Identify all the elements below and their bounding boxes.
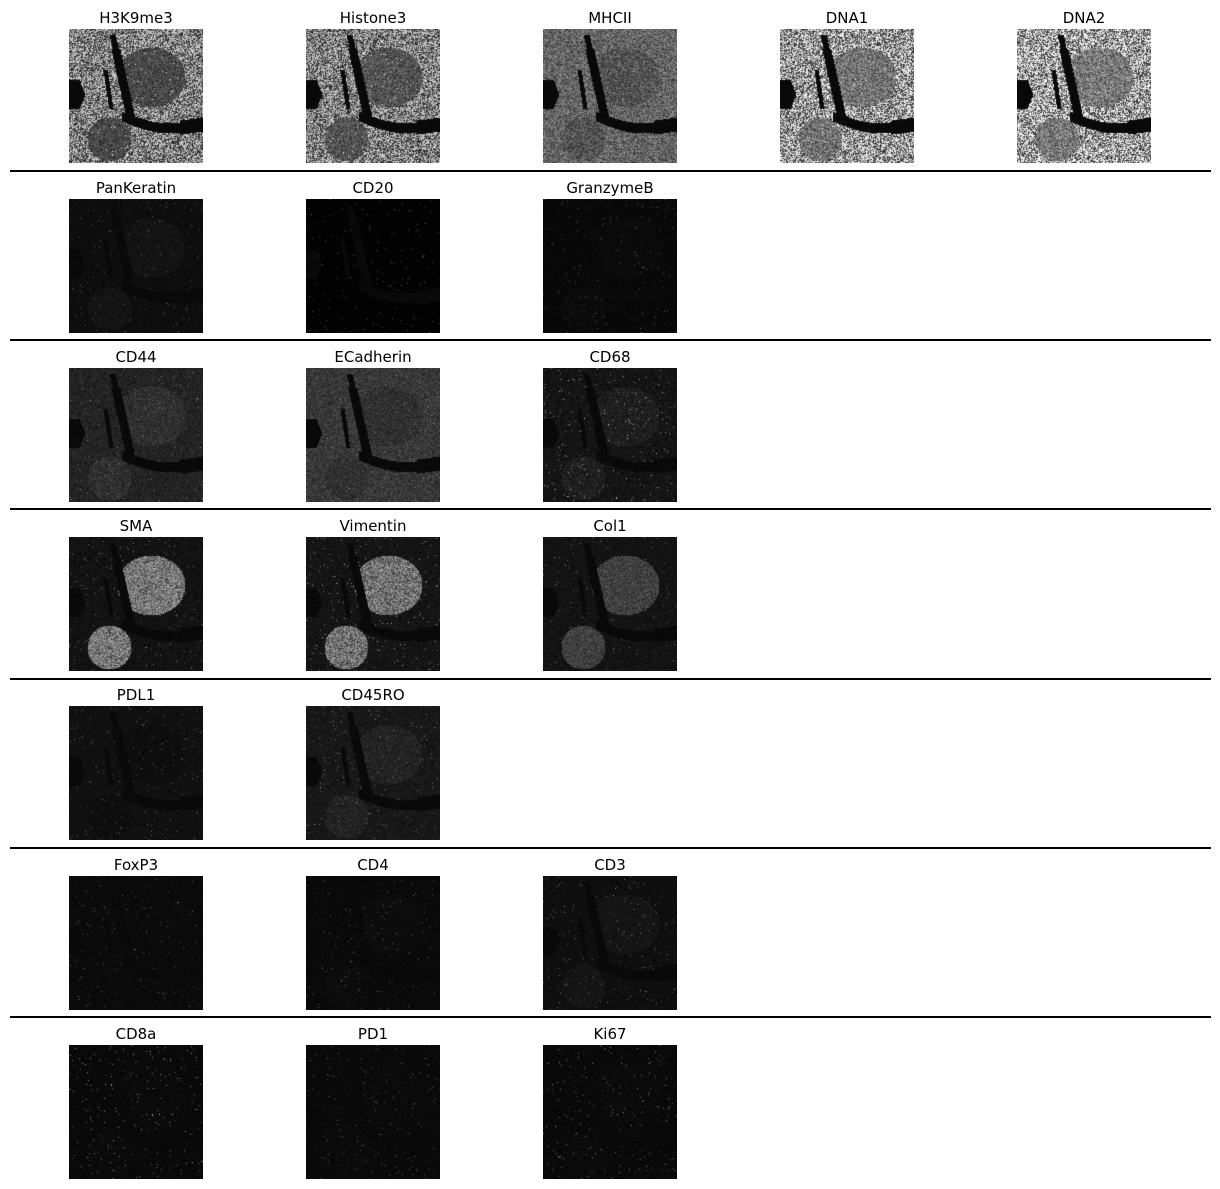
panel-title: GranzymeB	[566, 179, 654, 197]
panel-title: FoxP3	[113, 856, 159, 874]
row-divider	[10, 339, 1211, 341]
panel-title: ECadherin	[334, 348, 412, 366]
panel-title: Col1	[593, 517, 627, 535]
panel-title: CD68	[589, 348, 631, 366]
marker-image	[69, 1045, 203, 1179]
panel-title: CD45RO	[341, 686, 405, 704]
panel-title: Ki67	[593, 1025, 627, 1043]
marker-image	[69, 706, 203, 840]
row-divider	[10, 847, 1211, 849]
panel-title: CD8a	[115, 1025, 157, 1043]
marker-image	[69, 29, 203, 163]
row-divider	[10, 678, 1211, 680]
marker-image	[306, 1045, 440, 1179]
panel-title: SMA	[119, 517, 153, 535]
marker-image	[543, 199, 677, 333]
panel-title: CD20	[352, 179, 394, 197]
panel-title: PD1	[357, 1025, 389, 1043]
marker-image	[543, 876, 677, 1010]
marker-image	[780, 29, 914, 163]
marker-image	[543, 1045, 677, 1179]
marker-image	[69, 199, 203, 333]
marker-image	[543, 29, 677, 163]
row-divider	[10, 1016, 1211, 1018]
panel-title: Histone3	[339, 9, 407, 27]
marker-image	[69, 368, 203, 502]
panel-title: PDL1	[116, 686, 156, 704]
panel-title: PanKeratin	[95, 179, 177, 197]
marker-image	[543, 537, 677, 671]
marker-image	[306, 876, 440, 1010]
panel-title: CD44	[115, 348, 157, 366]
panel-title: CD4	[357, 856, 389, 874]
panel-title: DNA1	[825, 9, 869, 27]
panel-title: Vimentin	[339, 517, 407, 535]
marker-image	[306, 368, 440, 502]
panel-title: CD3	[594, 856, 626, 874]
marker-image	[306, 537, 440, 671]
marker-image	[306, 29, 440, 163]
marker-image	[1017, 29, 1151, 163]
marker-image	[306, 706, 440, 840]
row-divider	[10, 170, 1211, 172]
panel-title: H3K9me3	[99, 9, 173, 27]
marker-image	[69, 876, 203, 1010]
panel-title: MHCII	[588, 9, 632, 27]
marker-image	[69, 537, 203, 671]
panel-title: DNA2	[1062, 9, 1106, 27]
row-divider	[10, 508, 1211, 510]
marker-image	[543, 368, 677, 502]
marker-image	[306, 199, 440, 333]
